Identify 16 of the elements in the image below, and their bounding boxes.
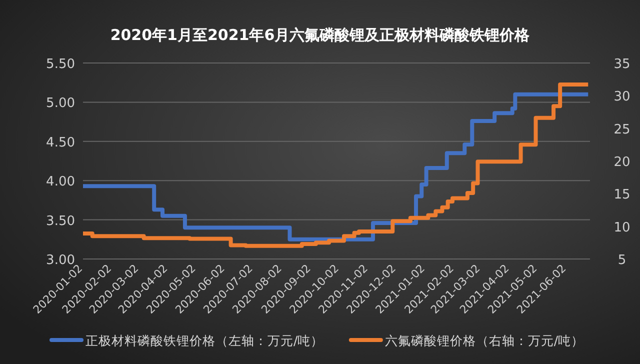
y2-tick-label: 30 (614, 90, 630, 105)
y2-tick-label: 15 (614, 188, 630, 203)
y2-tick-label: 10 (614, 220, 630, 236)
y-tick-label: 3.50 (46, 214, 75, 229)
legend-label: 六氟磷酸锂价格（右轴：万元/吨） (384, 333, 584, 348)
y2-tick-label: 20 (614, 155, 630, 170)
y2-tick-label: 35 (614, 57, 630, 72)
y2-tick-label: 25 (614, 122, 630, 138)
y-tick-label: 5.00 (46, 96, 75, 112)
y2-tick-label: 5 (618, 253, 626, 268)
y-tick-label: 4.00 (46, 174, 75, 190)
y-tick-label: 4.50 (46, 135, 75, 150)
chart-title: 2020年1月至2021年6月六氟磷酸锂及正极材料磷酸铁锂价格 (110, 26, 531, 44)
legend-label: 正极材料磷酸铁锂价格（左轴：万元/吨） (86, 333, 324, 348)
y-tick-label: 5.50 (46, 57, 75, 72)
y-tick-label: 3.00 (46, 253, 75, 268)
